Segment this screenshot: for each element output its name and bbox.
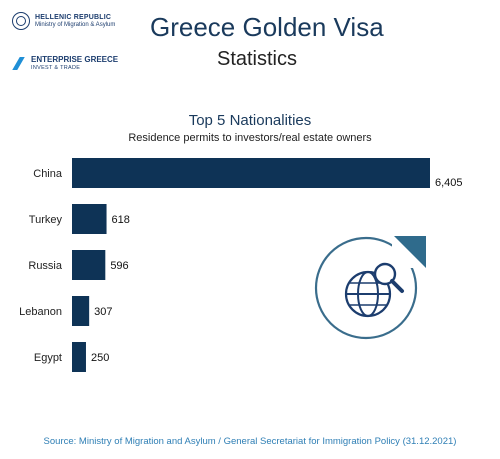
value-label-egypt: 250 (91, 352, 109, 364)
bar-egypt (72, 342, 86, 372)
value-label-lebanon: 307 (94, 306, 112, 318)
page-subtitle: Statistics (216, 48, 298, 70)
chart-title: Top 5 Nationalities (188, 112, 312, 129)
enterprise-mark-icon (12, 56, 26, 70)
bar-china (72, 158, 430, 188)
bar-russia (72, 250, 106, 280)
bar-lebanon (72, 296, 90, 326)
category-label-egypt: Egypt (34, 352, 62, 364)
seal-icon (12, 12, 30, 30)
category-label-russia: Russia (28, 260, 63, 272)
enterprise-greece-logo: ENTERPRISE GREECE INVEST & TRADE (12, 55, 119, 71)
value-label-russia: 596 (110, 260, 128, 272)
hellenic-republic-logo: HELLENIC REPUBLIC Ministry of Migration … (12, 12, 115, 30)
globe-magnifier-icon (314, 232, 428, 340)
bar-chart: China 6,405 Turkey 618 Russia 596 Lebanon 307 Eg… (19, 158, 463, 372)
category-label-china: China (33, 168, 63, 180)
enterprise-logo-title: ENTERPRISE GREECE (31, 55, 119, 64)
bar-turkey (72, 204, 107, 234)
value-label-china: 6,405 (435, 177, 463, 189)
category-label-turkey: Turkey (29, 214, 63, 226)
page-title: Greece Golden Visa (150, 12, 384, 42)
category-label-lebanon: Lebanon (19, 306, 62, 318)
value-label-turkey: 618 (112, 214, 130, 226)
hellenic-logo-title: HELLENIC REPUBLIC (35, 14, 112, 22)
hellenic-logo-subtitle: Ministry of Migration & Asylum (35, 21, 116, 28)
source-note: Source: Ministry of Migration and Asylum… (43, 436, 457, 447)
enterprise-logo-subtitle: INVEST & TRADE (31, 64, 81, 71)
chart-subtitle: Residence permits to investors/real esta… (128, 132, 372, 144)
